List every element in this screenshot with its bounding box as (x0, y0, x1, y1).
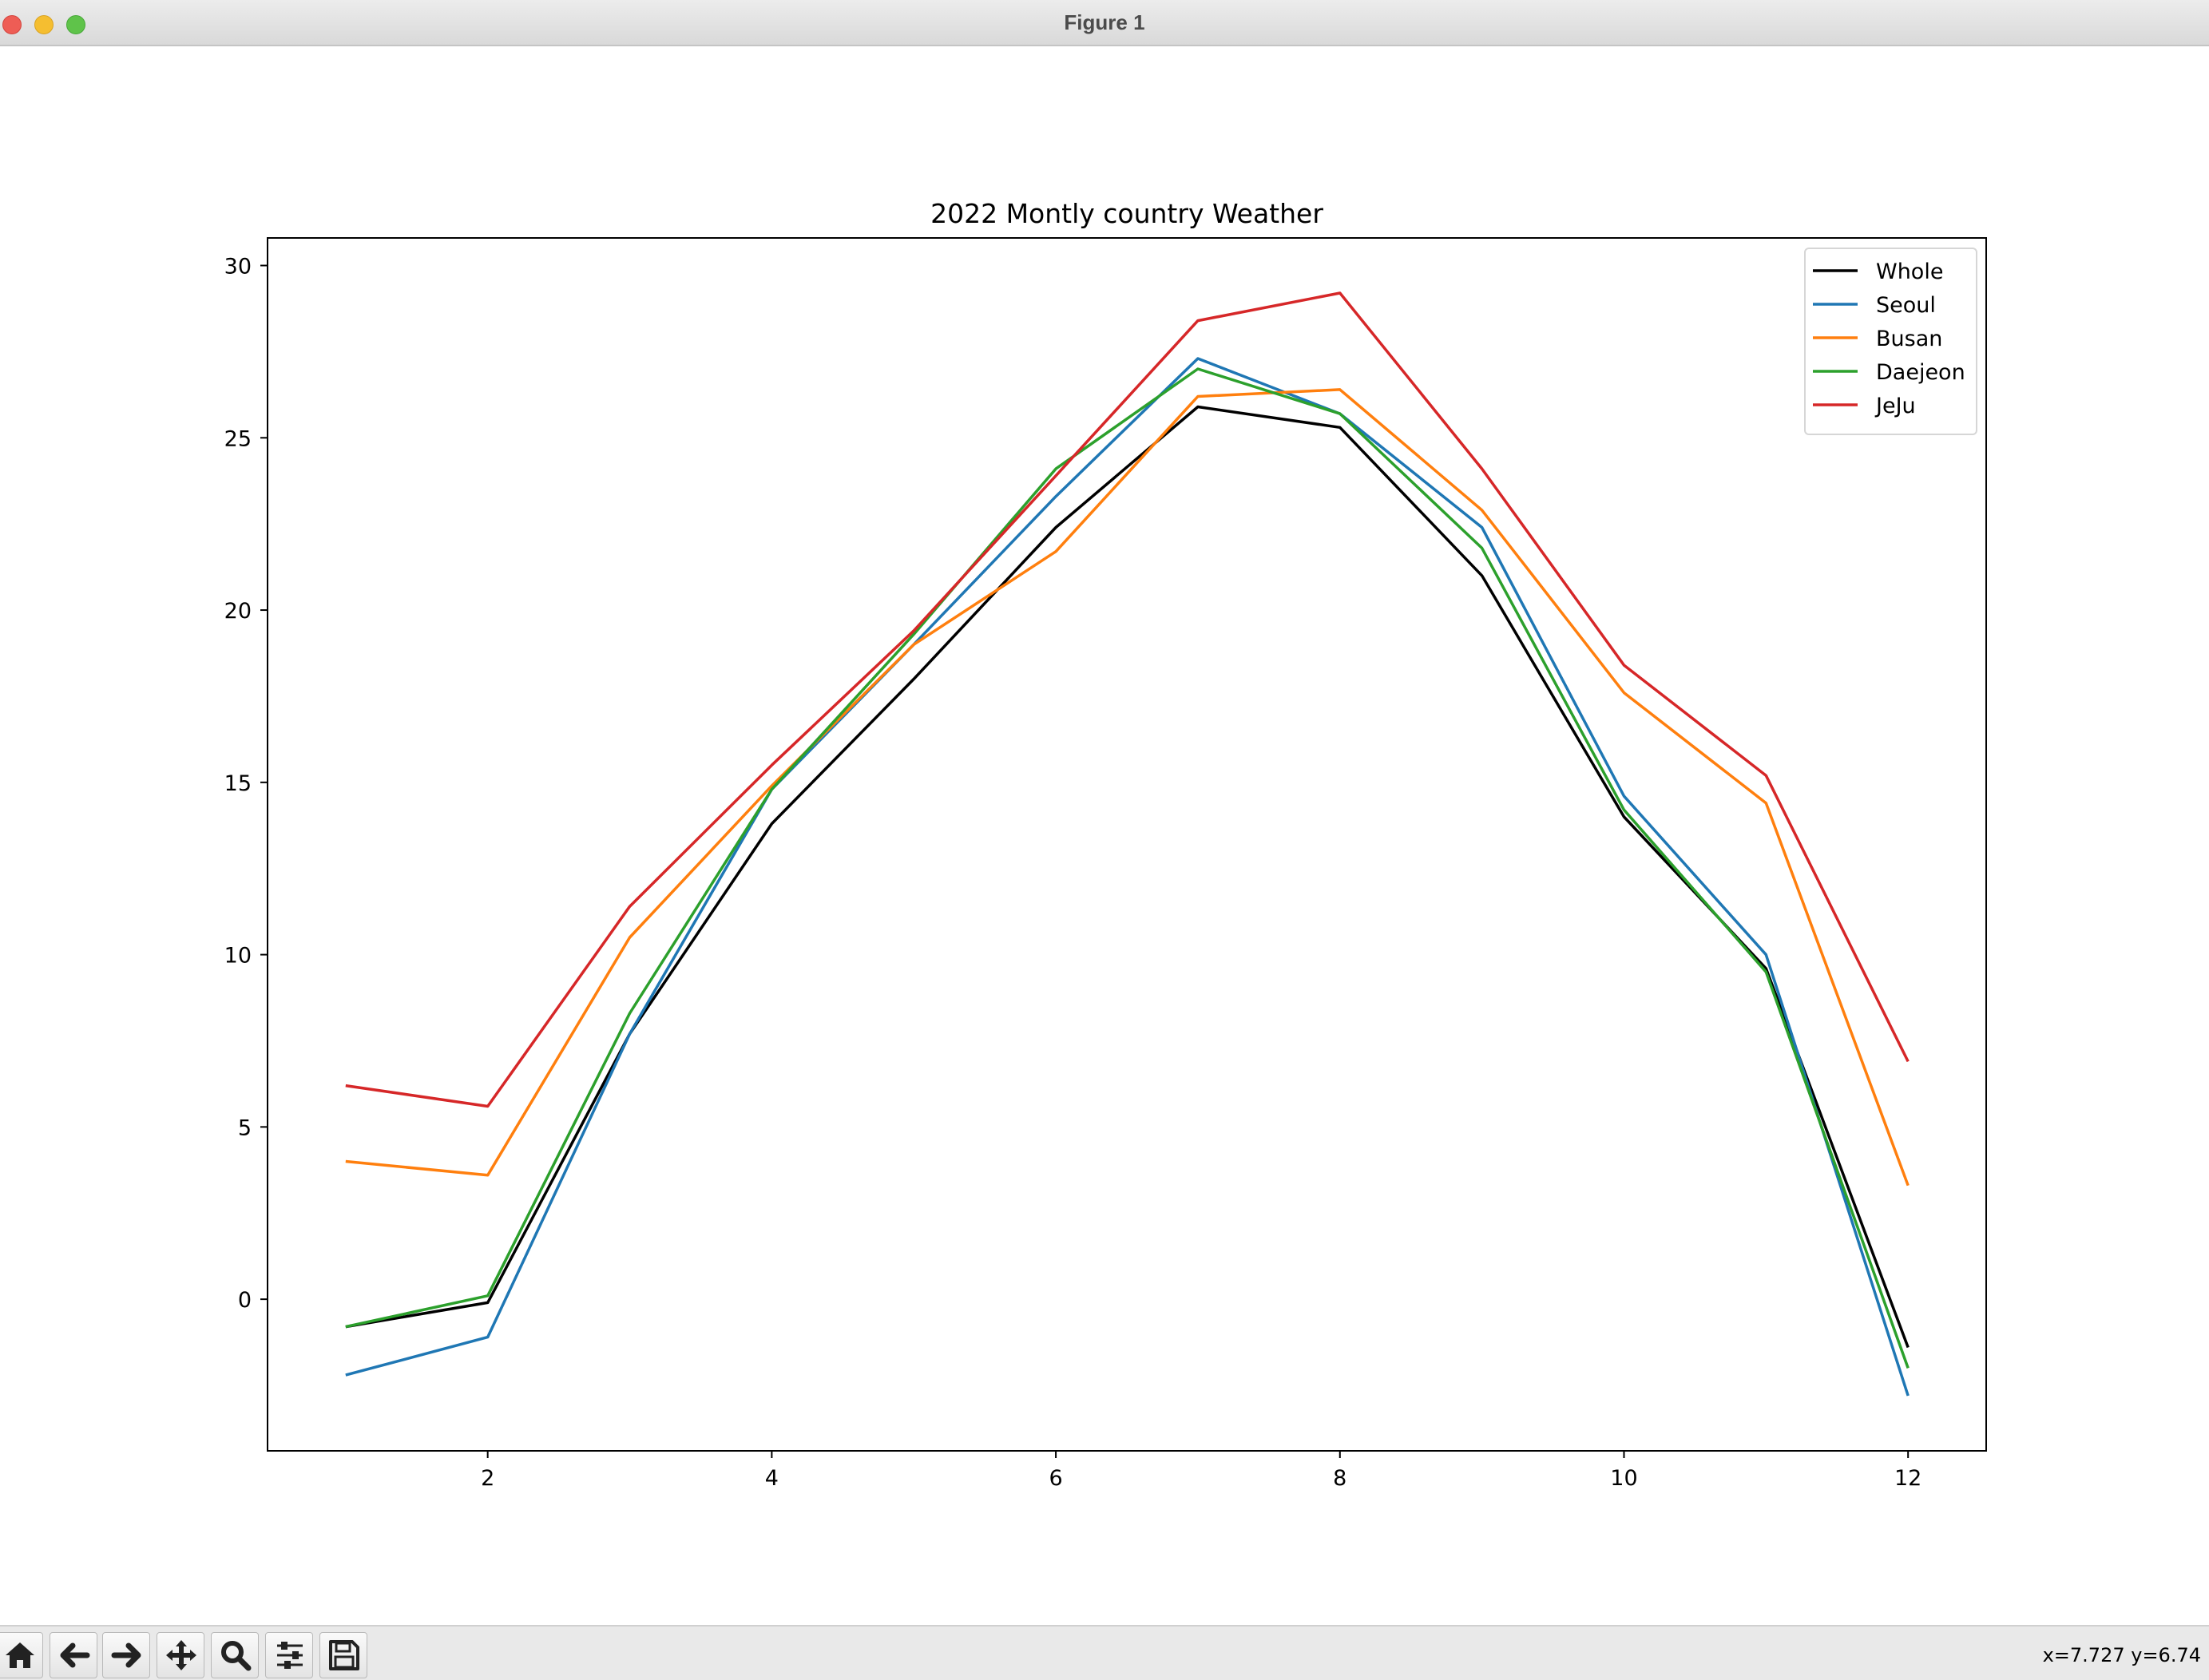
minimize-window-button[interactable] (34, 15, 54, 34)
series-line-jeju (345, 291, 1910, 1108)
series-line-whole (345, 405, 1910, 1349)
y-tick-label: 0 (238, 1288, 252, 1313)
y-tick-label: 30 (224, 255, 252, 279)
magnifier-icon (221, 1641, 252, 1671)
x-tick-label: 8 (1333, 1466, 1346, 1491)
legend-box (1804, 248, 1977, 435)
forward-button[interactable] (102, 1632, 150, 1678)
series-line-daejeon (345, 367, 1910, 1369)
legend-label-seoul: Seoul (1876, 293, 1936, 318)
window-titlebar: Figure 1 (0, 0, 2209, 46)
legend-label-jeju: JeJu (1874, 394, 1916, 418)
y-tick-label: 10 (224, 944, 252, 969)
figure-canvas[interactable]: 2022 Montly country Weather 2 4 6 8 10 12 0 5 10 1… (0, 46, 2209, 1625)
forward-arrow-icon (111, 1642, 141, 1668)
series-line-busan (345, 388, 1910, 1187)
x-tick-label: 12 (1894, 1466, 1921, 1491)
pan-button[interactable] (157, 1632, 204, 1678)
sliders-icon (277, 1642, 303, 1669)
window-title: Figure 1 (1064, 10, 1145, 34)
maximize-window-button[interactable] (66, 15, 85, 34)
configure-subplots-button[interactable] (265, 1632, 313, 1678)
plot-frame (267, 237, 1987, 1452)
close-window-button[interactable] (2, 15, 22, 34)
legend-label-busan: Busan (1876, 327, 1942, 351)
cursor-coordinates: x=7.727 y=6.74 (2042, 1644, 2201, 1666)
x-tick-label: 10 (1610, 1466, 1637, 1491)
y-tick-label: 15 (224, 771, 252, 796)
back-button[interactable] (50, 1632, 97, 1678)
navigation-toolbar: x=7.727 y=6.74 (0, 1625, 2209, 1680)
y-tick-label: 5 (238, 1115, 252, 1140)
zoom-button[interactable] (211, 1632, 259, 1678)
y-tick-label: 25 (224, 426, 252, 451)
x-tick-label: 4 (765, 1466, 779, 1491)
chart-title: 2022 Montly country Weather (930, 198, 1323, 229)
back-arrow-icon (60, 1642, 90, 1668)
legend-label-daejeon: Daejeon (1876, 360, 1965, 385)
move-icon (166, 1640, 196, 1670)
x-tick-label: 2 (481, 1466, 494, 1491)
y-tick-label: 20 (224, 599, 252, 624)
home-icon (6, 1642, 34, 1668)
legend-label-whole: Whole (1876, 260, 1943, 284)
save-button[interactable] (319, 1632, 367, 1678)
home-button[interactable] (0, 1632, 43, 1678)
line-chart: 2022 Montly country Weather 2 4 6 8 10 12 0 5 10 1… (224, 198, 1987, 1491)
floppy-disk-icon (329, 1640, 359, 1670)
x-tick-label: 6 (1049, 1466, 1062, 1491)
series-line-seoul (345, 357, 1910, 1397)
